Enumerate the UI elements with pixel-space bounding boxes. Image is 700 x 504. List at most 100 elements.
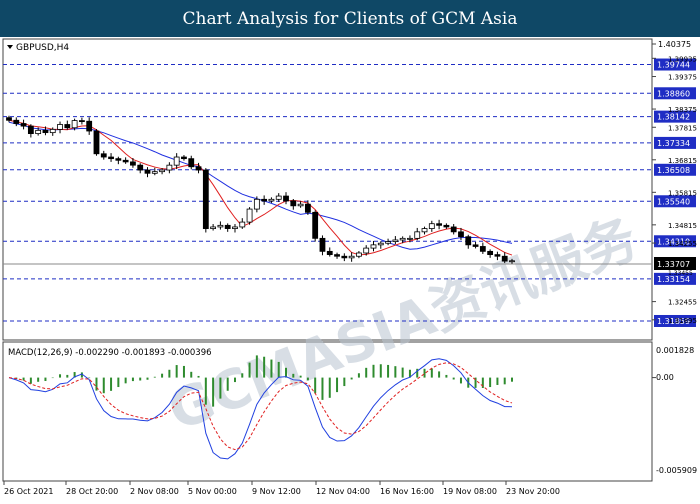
candle [195,162,202,174]
trading-chart[interactable]: GCMASIA资讯服务 GBPUSD,H4 1.40375 1.397441.3… [0,37,700,500]
candle [290,198,297,210]
ma-fast-line [8,119,513,256]
candle [501,252,508,264]
level-tag: 1.34310 [654,235,696,248]
level-value: 1.37334 [657,139,690,148]
level-tag: 1.33154 [654,272,696,285]
candle [377,241,384,249]
candle [312,210,319,242]
candle [159,168,165,175]
level-tag: 1.39744 [654,58,696,71]
time-label: 12 Nov 04:00 [316,487,370,496]
candle [428,220,435,232]
candle [392,236,399,245]
price-tick: 1.39935 [668,55,697,63]
candle [283,192,289,205]
level-value: 1.35540 [657,197,690,206]
chart-frame: GCMASIA资讯服务 GBPUSD,H4 1.40375 1.39744 1.3… [0,37,700,500]
candle [78,117,85,125]
candle [137,163,144,174]
candle [370,240,377,252]
level-tag: 1.35540 [654,195,696,208]
candle [443,223,450,229]
macd-label: MACD(12,26,9) -0.002290 -0.001893 -0.000… [8,348,212,358]
price-tick: 1.31895 [668,317,697,325]
price-panel[interactable] [2,38,653,341]
candle [108,153,114,162]
time-label: 5 Nov 00:00 [188,487,237,496]
level-tag: 1.38142 [654,110,696,123]
candle [487,249,494,258]
macd-tick-zero: 0.00 [656,373,674,382]
chart-title: Chart Analysis for Clients of GCM Asia [0,0,700,37]
candle [188,155,195,170]
level-tag: 1.38860 [654,87,696,100]
level-value: 1.38142 [657,113,690,122]
candle [268,197,275,203]
candle [71,118,78,131]
candle [472,241,479,249]
macd-line [8,358,513,460]
symbol-dropdown-icon[interactable] [7,45,13,49]
level-tag: 1.31859 [654,314,696,327]
price-tick: 1.34815 [668,222,697,230]
macd-panel[interactable] [2,341,653,482]
candle [130,158,136,168]
candle [57,121,63,134]
level-tag: 1.37334 [654,136,696,149]
candle [20,119,27,130]
candle [144,167,151,178]
candle [407,235,413,243]
candle [304,200,311,215]
candle [465,234,472,249]
candlesticks [6,115,515,264]
price-tick: 1.35815 [668,189,697,197]
candle [494,251,501,261]
time-label: 2 Nov 08:00 [130,487,179,496]
candle [115,156,122,165]
time-label: 19 Nov 08:00 [443,487,497,496]
candle [6,115,12,123]
candle [224,223,231,232]
time-label: 28 Oct 20:00 [66,487,118,496]
candle [181,155,187,161]
price-tick: 1.32455 [668,299,697,307]
candle [363,245,370,256]
symbol-label: GBPUSD,H4 [16,43,69,53]
candle [414,227,421,241]
candle [35,127,42,136]
time-label: 26 Oct 2021 [4,487,53,496]
candle [64,120,71,130]
level-value: 1.39744 [657,61,690,70]
level-value: 1.38860 [657,89,690,98]
candle [479,242,486,254]
macd-tick-min: -0.005909 [656,466,697,475]
candle [341,253,348,262]
candle [326,247,333,257]
candle [49,127,56,136]
candle [93,129,100,156]
candle [458,227,464,240]
level-value: 1.34310 [657,237,690,246]
candle [27,124,34,138]
current-price-tag: 1.33707 1.33455 [654,257,696,277]
price-tick: 1.37815 [668,124,697,132]
candle [319,235,326,256]
candle [100,150,107,160]
candle [202,168,209,233]
current-price-value: 1.33707 [657,260,690,269]
level-tag: 1.36508 [654,163,696,176]
candle [275,193,282,202]
price-axis: 1.40375 1.39744 1.38860 1.38142 1.37334 1.36… [652,40,697,327]
candle [450,224,457,235]
time-axis: 26 Oct 2021 28 Oct 20:00 2 Nov 08:00 5 Nov … [3,481,560,496]
candle [253,196,260,213]
candle [217,221,224,230]
candle [232,224,238,233]
level-value: 1.36508 [657,166,690,175]
macd-histogram [15,355,513,407]
candle [421,226,428,235]
macd-tick-max: 0.001828 [656,346,694,355]
candle [246,207,253,225]
candle [399,236,406,244]
